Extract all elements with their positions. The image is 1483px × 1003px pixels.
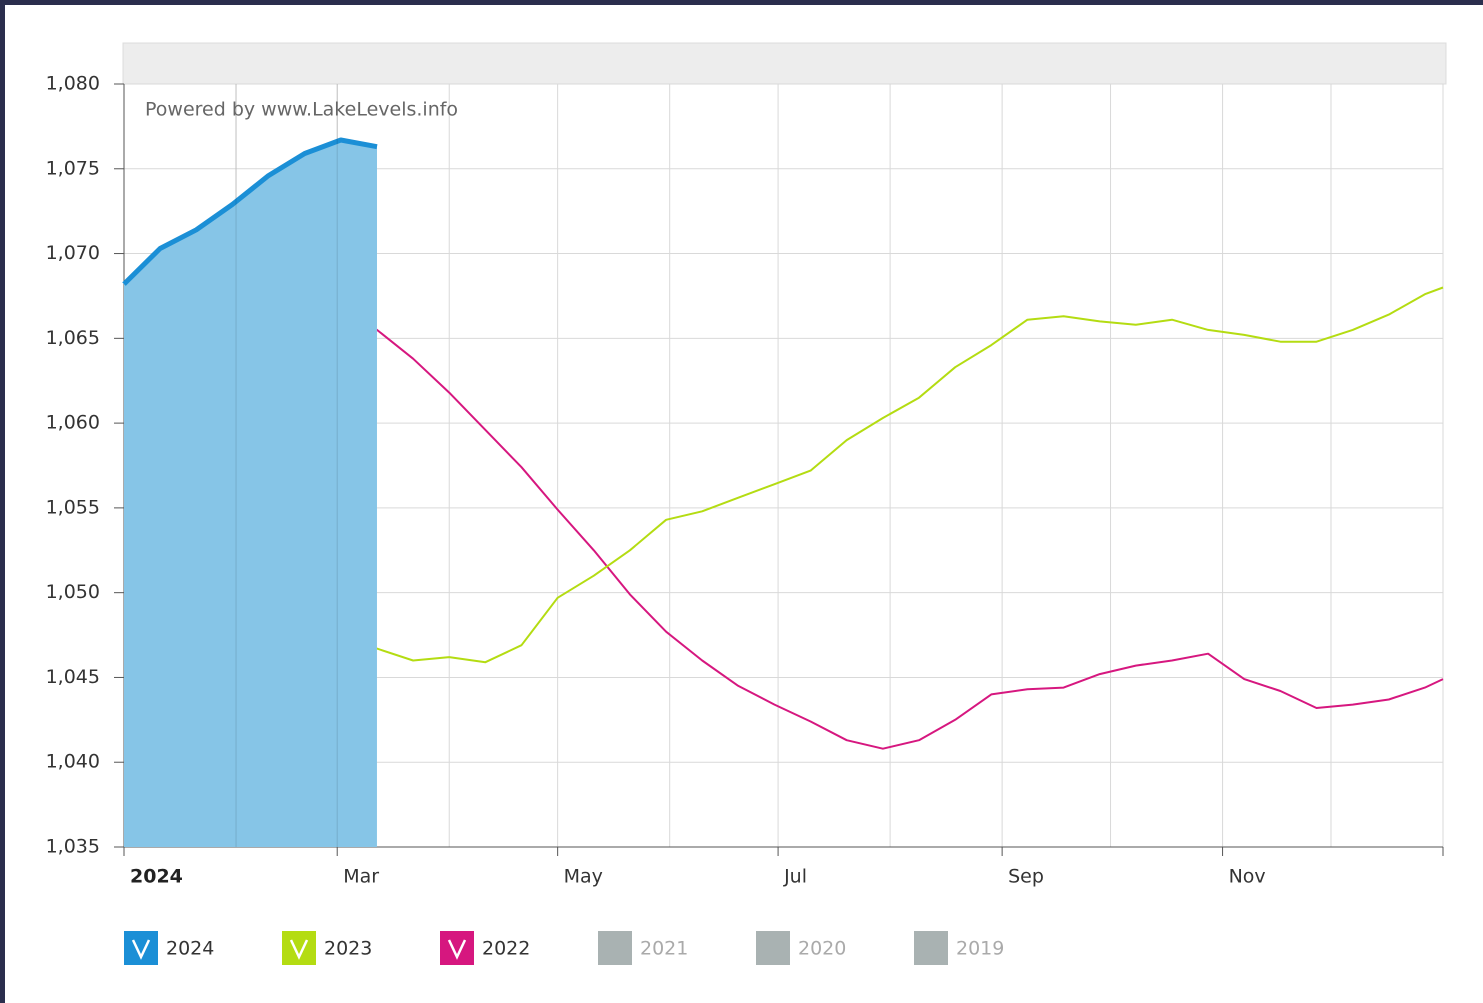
legend-label: 2021 [640,938,688,960]
legend-swatch [598,931,632,965]
x-tick-label: Jul [783,866,807,888]
attribution: Powered by www.LakeLevels.info [145,99,458,121]
legend-item[interactable]: 2020 [756,931,846,965]
legend-label: 2022 [482,938,530,960]
legend-label: 2023 [324,938,372,960]
x-tick-label: Sep [1008,866,1044,888]
legend-item[interactable]: 2022 [440,931,530,965]
y-tick-label: 1,045 [46,666,100,688]
legend-label: 2024 [166,938,214,960]
legend-item[interactable]: 2019 [914,931,1004,965]
legend-item[interactable]: 2023 [282,931,372,965]
y-tick-label: 1,055 [46,496,100,518]
legend-label: 2020 [798,938,846,960]
legend-check [447,939,467,960]
x-tick-label: Nov [1229,866,1266,888]
legend-check [131,939,151,960]
x-tick-label: Mar [343,866,379,888]
legend-item[interactable]: 2021 [598,931,688,965]
y-tick-label: 1,070 [46,242,100,264]
y-tick-label: 1,060 [46,412,100,434]
x-tick-label: May [564,866,603,888]
area [124,140,377,847]
legend-check [289,939,309,960]
legend-swatch [914,931,948,965]
x-tick-label: 2024 [130,866,183,888]
y-tick-label: 1,065 [46,327,100,349]
y-tick-label: 1,035 [46,836,100,858]
legend-label: 2019 [956,938,1004,960]
scrollbar-area [122,42,1447,85]
legend-swatch [756,931,790,965]
y-tick-label: 1,040 [46,751,100,773]
y-tick-label: 1,080 [46,73,100,95]
y-tick-label: 1,075 [46,157,100,179]
legend-item[interactable]: 2024 [124,931,214,965]
y-tick-label: 1,050 [46,581,100,603]
line [122,137,378,286]
